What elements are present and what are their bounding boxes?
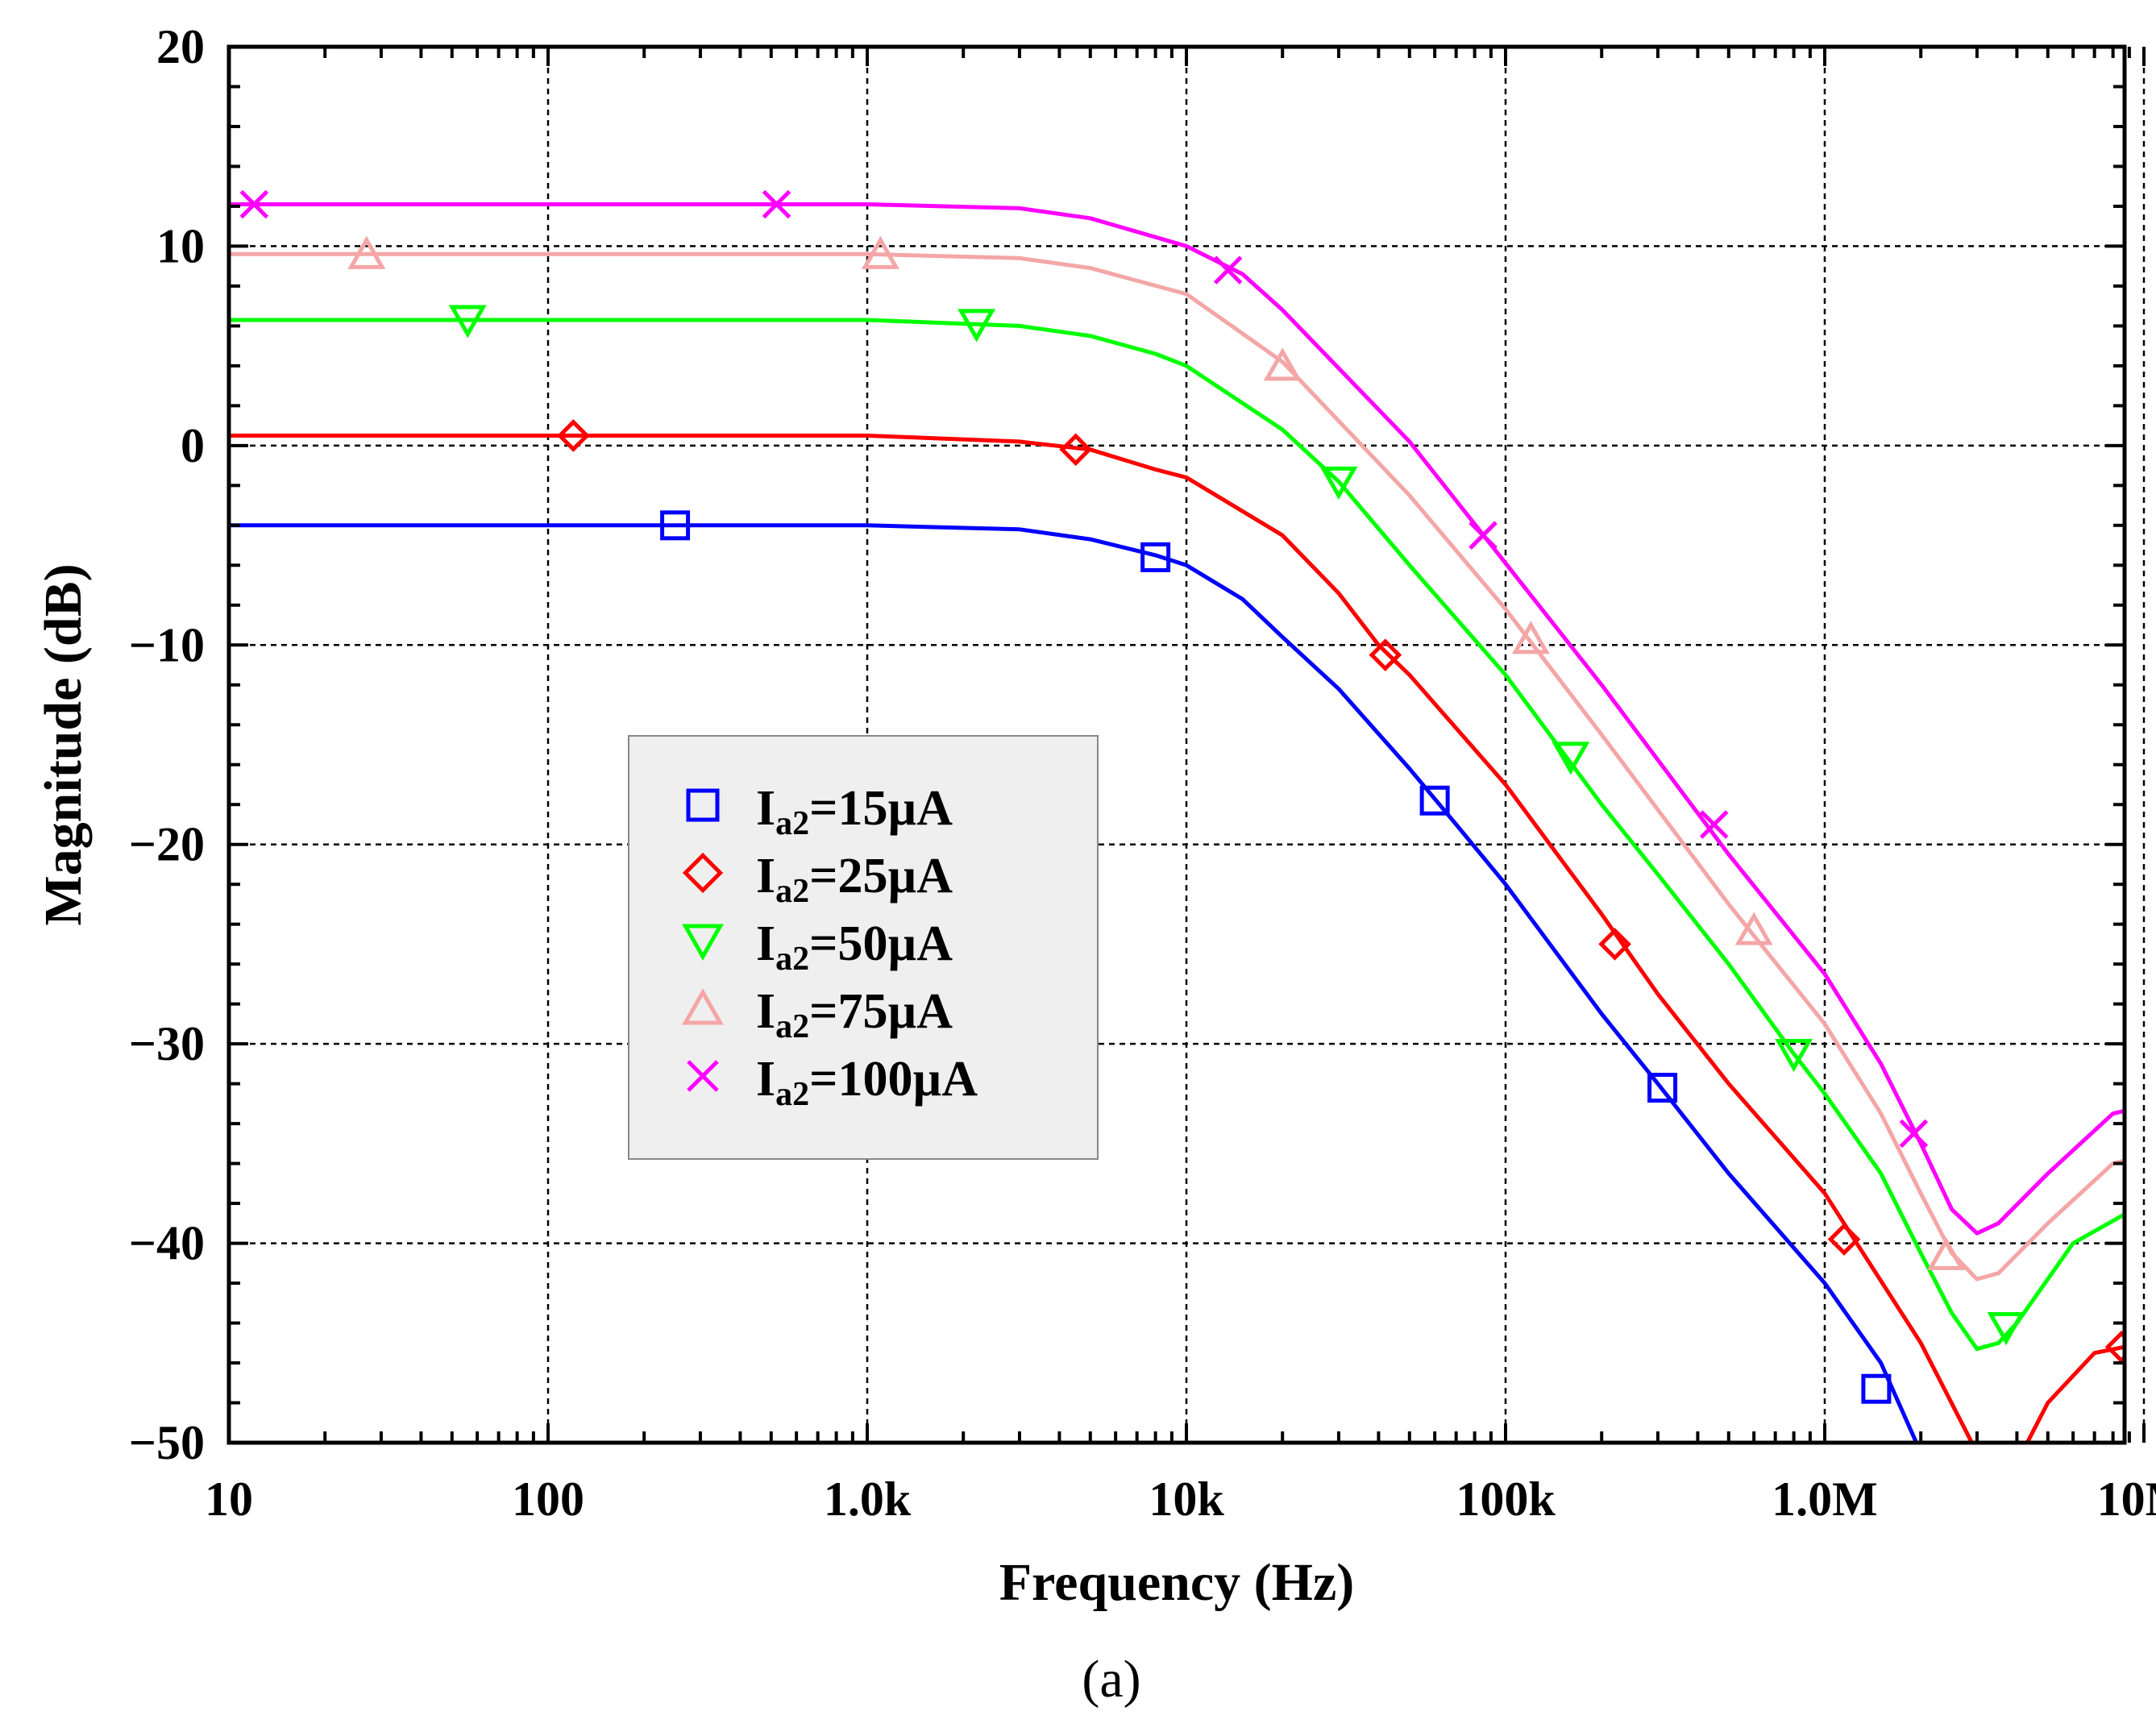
data-marker: [1775, 1039, 1813, 1073]
series-3: [229, 305, 2125, 1352]
legend-entry: Ia2=75µA: [682, 984, 953, 1045]
data-marker: [1927, 1236, 1966, 1270]
legend-marker: [682, 924, 724, 961]
legend-label: Ia2=25µA: [756, 849, 953, 910]
figure-caption: (a): [1082, 1650, 1140, 1709]
x-tick-label: 10M: [2097, 1473, 2156, 1526]
y-tick-label: −50: [129, 1416, 205, 1469]
data-marker: [861, 235, 899, 269]
plot-frame: [226, 44, 2127, 1445]
series-line: [229, 523, 1919, 1443]
data-marker-stroke: [1213, 255, 1243, 285]
data-marker: [660, 510, 691, 541]
series-4: [229, 235, 2125, 1281]
legend-marker: [687, 1060, 719, 1092]
data-marker: [1861, 1373, 1892, 1404]
y-tick-label: −30: [129, 1017, 205, 1070]
legend-marker: [682, 988, 724, 1025]
legend-marker-stroke: [687, 1060, 719, 1092]
legend-entry: Ia2=50µA: [682, 916, 953, 978]
legend-label: Ia2=75µA: [756, 984, 953, 1045]
x-tick-label: 1.0M: [1772, 1473, 1878, 1526]
legend-entry: Ia2=15µA: [686, 781, 953, 842]
data-marker: [1899, 1119, 1929, 1149]
series-layer: [229, 189, 2125, 1443]
data-marker-stroke: [239, 189, 269, 219]
legend-label: Ia2=50µA: [756, 916, 953, 978]
x-tick-label: 10k: [1149, 1473, 1224, 1526]
y-tick-label: 10: [156, 219, 205, 272]
data-marker: [239, 189, 269, 219]
y-tick-label: −10: [129, 618, 205, 671]
data-marker: [1140, 542, 1171, 572]
data-marker: [448, 305, 487, 339]
y-axis-label: Magnitude (dB): [34, 563, 93, 925]
data-marker: [1263, 347, 1302, 381]
y-tick-label: −40: [129, 1217, 205, 1270]
data-marker: [2104, 1330, 2125, 1364]
data-marker: [1468, 521, 1498, 550]
data-marker: [1319, 466, 1358, 501]
data-marker: [1598, 928, 1631, 961]
series-line: [229, 202, 2125, 1236]
x-tick-label: 1.0k: [824, 1473, 912, 1526]
grid: [229, 47, 2146, 1443]
data-marker: [1552, 741, 1590, 775]
series-line: [229, 318, 2125, 1352]
data-marker: [958, 309, 996, 343]
x-tick-label: 100k: [1456, 1473, 1556, 1526]
axis-ticks: 101001.0k10k100k1.0M10M20100−10−20−30−40…: [129, 20, 2156, 1526]
data-marker: [1987, 1311, 2025, 1346]
legend-entry: Ia2=25µA: [682, 849, 953, 910]
data-marker: [1734, 912, 1773, 945]
series-5: [229, 189, 2125, 1236]
data-marker: [347, 235, 386, 269]
series-1: [229, 510, 1919, 1443]
data-marker: [1699, 810, 1729, 839]
series-2: [229, 419, 2125, 1443]
legend-marker: [686, 788, 720, 822]
y-tick-label: −20: [129, 818, 205, 871]
data-marker-stroke: [762, 189, 791, 219]
data-marker: [1511, 621, 1550, 654]
legend-label: Ia2=100µA: [756, 1052, 978, 1113]
legend-marker: [682, 852, 724, 894]
data-marker: [1419, 785, 1450, 816]
series-line: [229, 251, 2125, 1281]
data-marker: [557, 419, 590, 452]
data-marker-stroke: [1468, 521, 1498, 550]
series-line: [229, 434, 2125, 1443]
data-marker: [1827, 1223, 1861, 1256]
data-marker-stroke: [1899, 1119, 1929, 1149]
y-tick-label: 20: [156, 20, 205, 73]
legend-entry: Ia2=100µA: [687, 1052, 978, 1113]
legend-label: Ia2=15µA: [756, 781, 953, 842]
axis-labels: Frequency (Hz) Magnitude (dB) (a): [34, 563, 1354, 1709]
data-marker: [1369, 638, 1402, 671]
x-axis-label: Frequency (Hz): [999, 1553, 1355, 1612]
data-marker: [762, 189, 791, 219]
data-marker-stroke: [1699, 810, 1729, 839]
data-marker: [1213, 255, 1243, 285]
data-marker: [1059, 433, 1093, 467]
data-marker: [1647, 1073, 1678, 1103]
y-tick-label: 0: [181, 419, 205, 472]
x-tick-label: 10: [205, 1473, 253, 1526]
x-tick-label: 100: [512, 1473, 584, 1526]
